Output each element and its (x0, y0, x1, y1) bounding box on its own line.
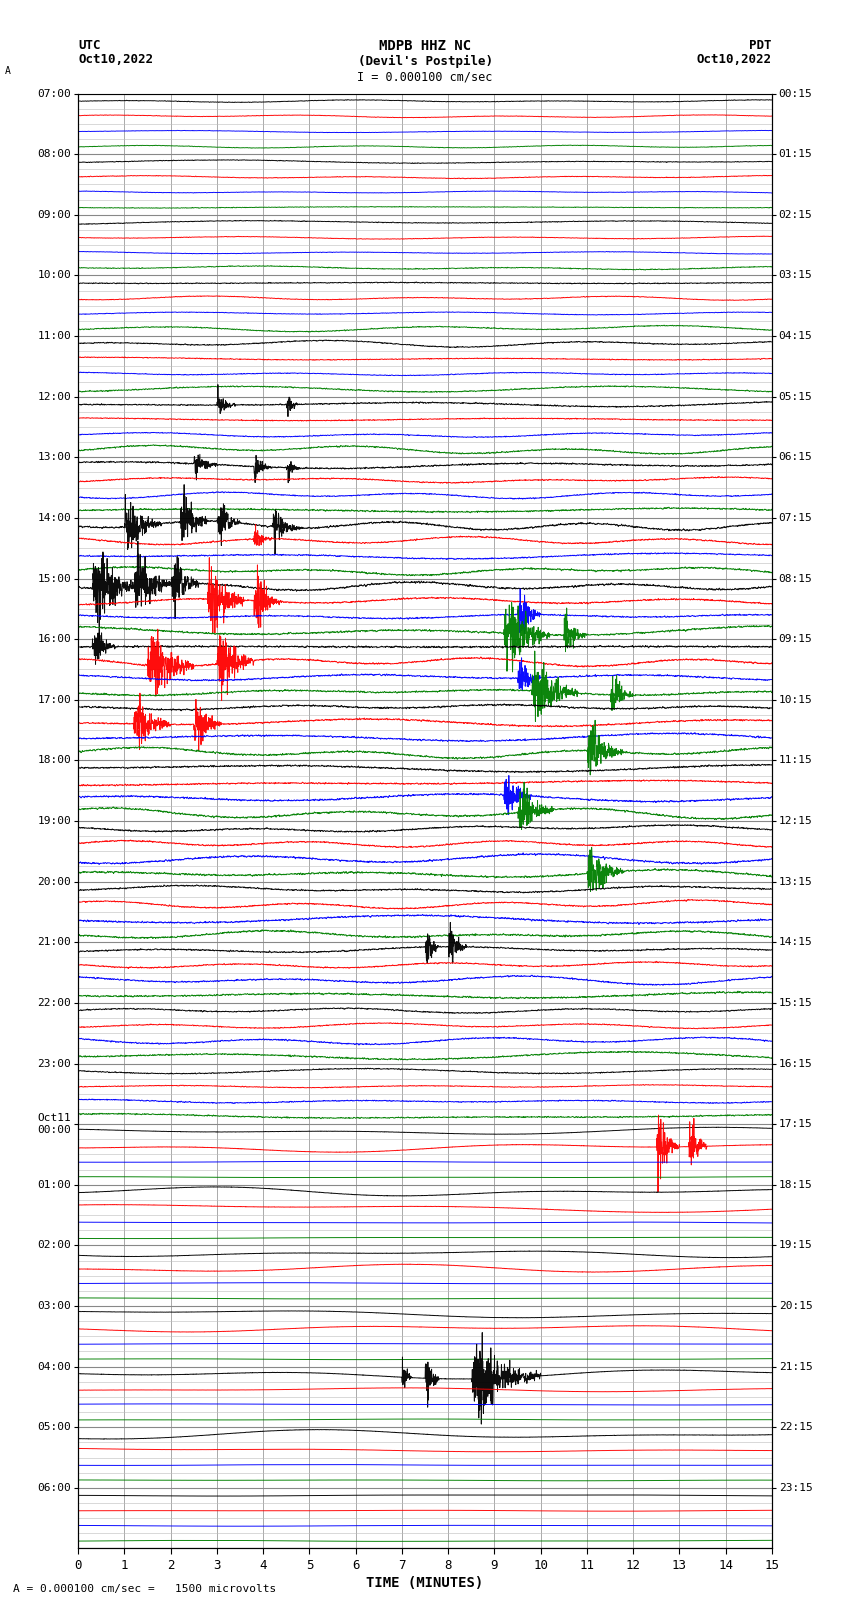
Text: Oct10,2022: Oct10,2022 (78, 53, 153, 66)
Text: I = 0.000100 cm/sec: I = 0.000100 cm/sec (357, 71, 493, 84)
Text: UTC: UTC (78, 39, 100, 52)
Text: A: A (5, 66, 10, 76)
X-axis label: TIME (MINUTES): TIME (MINUTES) (366, 1576, 484, 1590)
Text: MDPB HHZ NC: MDPB HHZ NC (379, 39, 471, 53)
Text: (Devil's Postpile): (Devil's Postpile) (358, 55, 492, 68)
Text: PDT: PDT (750, 39, 772, 52)
Text: Oct10,2022: Oct10,2022 (697, 53, 772, 66)
Text: A = 0.000100 cm/sec =   1500 microvolts: A = 0.000100 cm/sec = 1500 microvolts (13, 1584, 276, 1594)
